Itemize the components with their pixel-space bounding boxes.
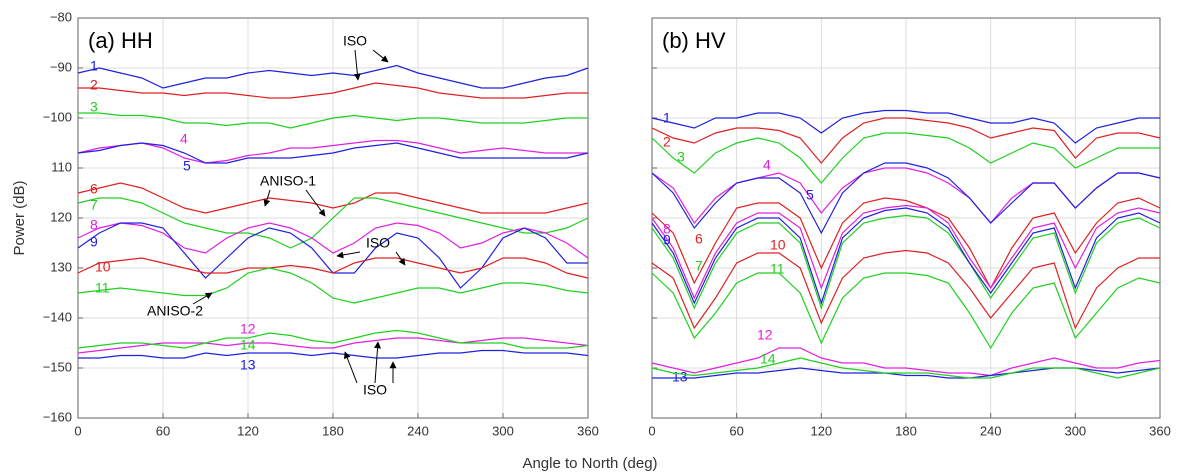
series-line: [651, 207, 1161, 305]
y-tick-label: 120: [50, 209, 72, 224]
series-label: 4: [180, 131, 188, 147]
y-tick-label: −80: [50, 9, 72, 24]
series-label: 7: [90, 197, 98, 213]
series-label: 13: [672, 369, 688, 385]
series-line: [77, 222, 589, 259]
series-label: 14: [240, 337, 256, 353]
x-tick-label: 60: [156, 423, 170, 438]
series-line: [78, 82, 588, 99]
x-tick-label: 360: [577, 423, 599, 438]
series-label: 1: [90, 58, 98, 74]
annotation: ISO: [366, 235, 390, 251]
x-tick-label: 240: [980, 423, 1002, 438]
y-tick-label: 130: [50, 259, 72, 274]
series-line: [651, 109, 1160, 144]
x-tick-label: 240: [407, 423, 429, 438]
y-axis-label: Power (dB): [11, 180, 28, 255]
series-label: 14: [760, 351, 776, 367]
series-line: [77, 329, 589, 349]
series-label: 5: [806, 187, 814, 203]
annotation-arrow: [395, 251, 406, 266]
series-line: [77, 197, 589, 249]
annotation: ANISO-2: [147, 303, 203, 319]
series-line: [78, 349, 589, 359]
series-label: 1: [663, 110, 671, 126]
series-line: [77, 139, 588, 164]
series-line: [77, 142, 589, 164]
series-label: 3: [677, 149, 685, 165]
series-line: [651, 347, 1161, 377]
series-label: 13: [240, 357, 256, 373]
x-tick-label: 300: [492, 423, 514, 438]
annotation-arrow: [192, 292, 213, 305]
series-line: [651, 357, 1161, 379]
series-line: [651, 197, 1161, 290]
x-tick-label: 60: [729, 423, 743, 438]
annotation-arrow: [344, 351, 358, 384]
x-tick-label: 300: [1064, 423, 1086, 438]
x-axis-label: Angle to North (deg): [522, 455, 657, 472]
series-line: [77, 257, 589, 279]
y-tick-label: −160: [43, 409, 72, 424]
annotation-arrow: [263, 189, 271, 207]
series-label: 8: [90, 217, 98, 233]
series-line: [77, 64, 589, 89]
series-label: 9: [90, 234, 98, 250]
x-tick-label: 120: [810, 423, 832, 438]
series-line: [78, 112, 588, 129]
annotation: ISO: [363, 382, 387, 398]
annotation-arrow: [374, 341, 382, 384]
series-label: 5: [183, 158, 191, 174]
panel-title: (b) HV: [662, 28, 726, 53]
series-label: 11: [95, 280, 110, 296]
series-line: [651, 117, 1161, 164]
series-label: 2: [663, 134, 671, 150]
series-label: 10: [95, 259, 111, 275]
series-label: 12: [757, 327, 773, 343]
series-label: 4: [763, 157, 771, 173]
series-line: [77, 267, 589, 304]
series-line: [651, 204, 1161, 300]
series-line: [77, 337, 589, 354]
annotation-arrow: [353, 49, 361, 81]
series-label: 3: [90, 99, 98, 115]
annotation-arrow: [336, 251, 361, 259]
x-tick-label: 0: [74, 423, 81, 438]
series-label: 11: [770, 261, 785, 277]
y-tick-label: 110: [51, 159, 72, 174]
annotation: ISO: [343, 33, 367, 49]
x-tick-label: 120: [237, 423, 259, 438]
series-label: 6: [695, 231, 703, 247]
series-label: 2: [90, 77, 98, 93]
series-label: 6: [90, 181, 98, 197]
series-label: 10: [770, 237, 786, 253]
annotation-arrow: [372, 49, 389, 63]
annotation-arrow: [305, 189, 326, 217]
series-line: [651, 249, 1160, 330]
series-label: 12: [240, 321, 256, 337]
y-tick-label: −90: [50, 59, 72, 74]
x-tick-label: 180: [895, 423, 917, 438]
series-label: 8: [663, 221, 671, 237]
y-tick-label: −150: [43, 359, 72, 374]
series-line: [651, 162, 1161, 235]
panel-title: (a) HH: [88, 28, 153, 53]
y-tick-label: −140: [43, 309, 72, 324]
series-line: [651, 132, 1160, 184]
y-tick-label: −100: [43, 109, 72, 124]
series-label: 7: [695, 258, 703, 274]
series-label: 9: [663, 232, 671, 248]
annotation: ANISO-1: [260, 173, 316, 189]
series-line: [651, 214, 1161, 310]
series-line: [651, 272, 1161, 350]
x-tick-label: 180: [322, 423, 344, 438]
x-tick-label: 360: [1149, 423, 1171, 438]
series-line: [77, 182, 589, 214]
x-tick-label: 0: [648, 423, 655, 438]
